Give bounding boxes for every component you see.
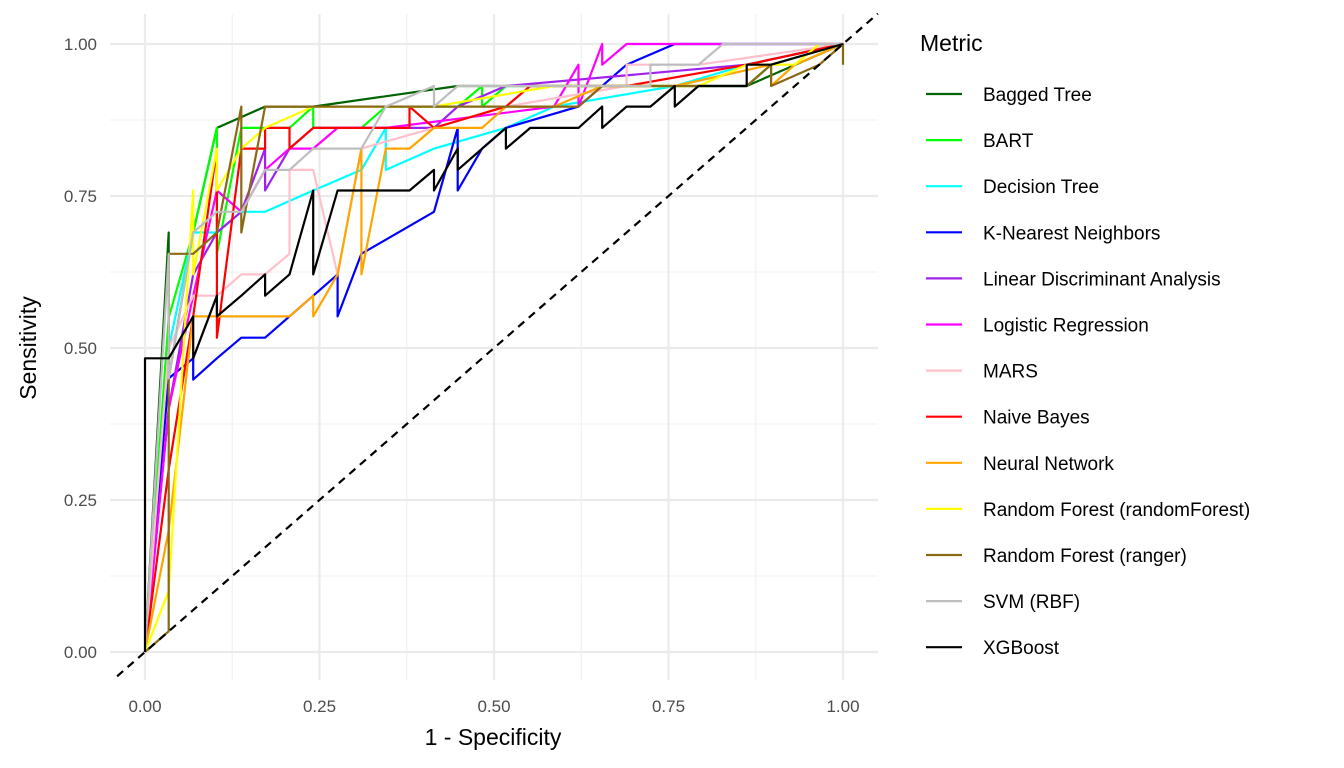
legend-label: XGBoost bbox=[983, 638, 1060, 659]
legend-title: Metric bbox=[920, 30, 983, 56]
y-tick-label: 0.00 bbox=[64, 643, 97, 662]
y-tick-label: 1.00 bbox=[64, 35, 97, 54]
legend-item: Neural Network bbox=[926, 454, 1114, 475]
legend-item: K-Nearest Neighbors bbox=[926, 223, 1160, 244]
legend-label: Neural Network bbox=[983, 454, 1114, 475]
x-axis-title: 1 - Specificity bbox=[425, 724, 562, 750]
y-tick-label: 0.75 bbox=[64, 187, 97, 206]
legend-item: MARS bbox=[926, 362, 1038, 383]
x-tick-label: 0.50 bbox=[477, 697, 510, 716]
x-axis-ticks: 0.00 0.25 0.50 0.75 1.00 bbox=[128, 697, 859, 716]
curve-k-nearest-neighbors bbox=[143, 42, 843, 653]
legend-item: Naive Bayes bbox=[926, 408, 1090, 429]
curve-mars bbox=[143, 42, 844, 653]
legend-label: Naive Bayes bbox=[983, 408, 1090, 429]
legend-label: Linear Discriminant Analysis bbox=[983, 269, 1221, 290]
curve-xgboost bbox=[143, 42, 844, 652]
legend-item: XGBoost bbox=[926, 638, 1060, 659]
x-tick-label: 0.00 bbox=[128, 697, 161, 716]
diagonal-reference-line bbox=[116, 12, 879, 678]
legend-label: K-Nearest Neighbors bbox=[983, 223, 1160, 244]
major-gridlines bbox=[110, 14, 878, 680]
legend-label: BART bbox=[983, 131, 1034, 152]
x-tick-label: 0.25 bbox=[303, 697, 336, 716]
x-tick-label: 1.00 bbox=[826, 697, 859, 716]
x-tick-label: 0.75 bbox=[652, 697, 685, 716]
reference-diagonal bbox=[116, 12, 879, 678]
legend-label: Logistic Regression bbox=[983, 316, 1149, 337]
legend: Metric Bagged Tree BART Decision Tree K-Nea… bbox=[920, 30, 1250, 659]
y-axis-title: Sensitivity bbox=[15, 296, 41, 400]
legend-item: Linear Discriminant Analysis bbox=[926, 269, 1221, 290]
legend-label: Random Forest (ranger) bbox=[983, 546, 1187, 567]
legend-item: Logistic Regression bbox=[926, 316, 1149, 337]
y-axis-ticks: 0.00 0.25 0.50 0.75 1.00 bbox=[64, 35, 97, 662]
y-tick-label: 0.25 bbox=[64, 491, 97, 510]
legend-label: SVM (RBF) bbox=[983, 592, 1080, 613]
legend-item: Decision Tree bbox=[926, 177, 1099, 198]
legend-item: Random Forest (ranger) bbox=[926, 546, 1187, 567]
legend-item: SVM (RBF) bbox=[926, 592, 1080, 613]
curve-random-forest-ranger bbox=[144, 42, 845, 653]
legend-item: Bagged Tree bbox=[926, 85, 1092, 106]
legend-label: Bagged Tree bbox=[983, 85, 1092, 106]
legend-item: BART bbox=[926, 131, 1034, 152]
curve-svm-rbf bbox=[143, 42, 843, 653]
y-tick-label: 0.50 bbox=[64, 339, 97, 358]
legend-label: Random Forest (randomForest) bbox=[983, 500, 1250, 521]
roc-curves bbox=[143, 42, 845, 653]
legend-label: MARS bbox=[983, 362, 1038, 383]
legend-label: Decision Tree bbox=[983, 177, 1099, 198]
legend-item: Random Forest (randomForest) bbox=[926, 500, 1250, 521]
